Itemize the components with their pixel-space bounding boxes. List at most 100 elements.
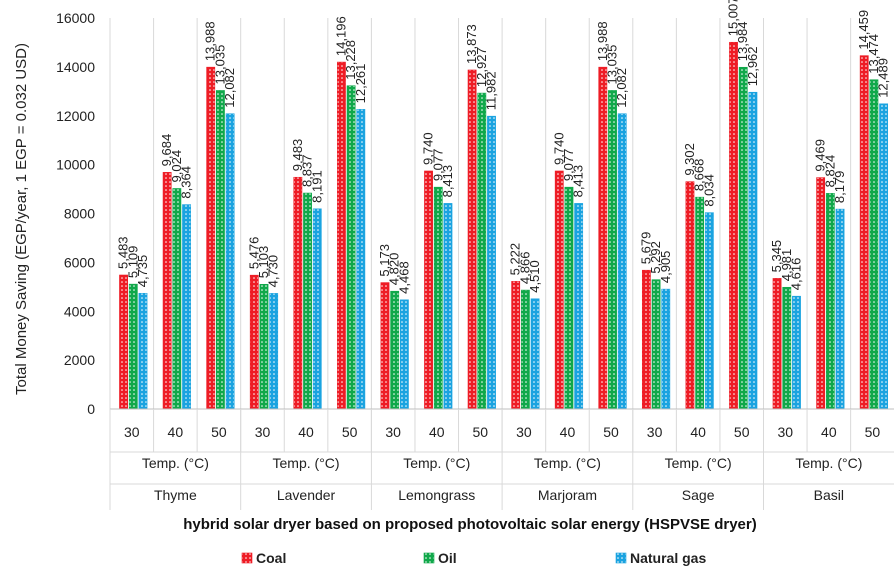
- data-label: 5,173: [377, 244, 392, 277]
- herb-label: Thyme: [154, 487, 197, 503]
- temp-tick-label: 30: [647, 424, 663, 440]
- data-label: 9,024: [169, 150, 184, 183]
- data-label: 8,364: [179, 166, 194, 199]
- data-label: 14,459: [856, 10, 871, 50]
- temp-tick-label: 40: [298, 424, 314, 440]
- bar-natural-gas: [530, 298, 540, 410]
- legend-swatch: [423, 552, 435, 564]
- y-tick-label: 14000: [56, 59, 95, 75]
- bar-coal: [380, 282, 390, 410]
- legend: Coal Oil Natural gas: [241, 550, 706, 566]
- temp-tick-label: 50: [865, 424, 881, 440]
- bar-oil: [128, 283, 138, 410]
- bar-natural-gas: [574, 203, 584, 410]
- bar-coal: [685, 181, 695, 410]
- herb-label: Lemongrass: [398, 487, 475, 503]
- temp-tick-label: 40: [821, 424, 837, 440]
- bar-oil: [172, 188, 182, 410]
- bar-natural-gas: [661, 288, 671, 410]
- legend-swatch: [241, 552, 253, 564]
- data-label: 13,474: [866, 34, 881, 74]
- bar-oil: [651, 279, 661, 410]
- data-label: 9,684: [159, 134, 174, 167]
- y-tick-label: 2000: [64, 352, 95, 368]
- data-label: 13,988: [595, 21, 610, 61]
- y-tick-label: 12000: [56, 108, 95, 124]
- temp-tick-label: 40: [429, 424, 445, 440]
- temp-tick-label: 50: [603, 424, 619, 440]
- bar-natural-gas: [269, 293, 279, 410]
- bar-natural-gas: [704, 212, 714, 410]
- bar-coal: [162, 172, 172, 410]
- data-label: 12,082: [222, 68, 237, 108]
- y-tick-label: 10000: [56, 157, 95, 173]
- bar-coal: [337, 61, 346, 410]
- legend-label: Coal: [256, 550, 286, 566]
- y-tick-label: 0: [87, 401, 95, 417]
- bar-natural-gas: [399, 299, 409, 410]
- bar-oil: [259, 283, 269, 410]
- data-label: 14,196: [333, 16, 348, 56]
- bar-natural-gas: [443, 203, 453, 410]
- y-tick-label: 16000: [56, 10, 95, 26]
- y-axis-label: Total Money Saving (EGP/year, 1 EGP = 0.…: [13, 43, 30, 395]
- data-label: 8,034: [701, 174, 716, 207]
- data-label: 9,483: [290, 139, 305, 172]
- bar-coal: [641, 269, 651, 410]
- bar-oil: [695, 196, 705, 410]
- bar-coal: [424, 170, 433, 410]
- y-tick-label: 8000: [64, 206, 95, 222]
- data-label: 4,866: [517, 252, 532, 285]
- bar-oil: [520, 289, 530, 410]
- bar-natural-gas: [225, 113, 235, 410]
- data-label: 8,413: [440, 165, 455, 198]
- temp-tick-label: 30: [777, 424, 793, 440]
- temp-tick-label: 30: [385, 424, 401, 440]
- bar-coal: [511, 281, 521, 410]
- bar-natural-gas: [138, 292, 148, 410]
- data-label: 8,837: [300, 154, 315, 187]
- x-axis-label: hybrid solar dryer based on proposed pho…: [183, 516, 756, 533]
- data-label: 9,302: [682, 143, 697, 176]
- data-label: 15,007: [726, 0, 741, 36]
- bar-oil: [869, 79, 879, 410]
- bar-oil: [477, 92, 487, 410]
- data-label: 4,735: [135, 255, 150, 288]
- legend-label: Natural gas: [630, 550, 706, 566]
- data-label: 5,345: [769, 240, 784, 273]
- bar-oil: [390, 290, 400, 410]
- grid: [109, 18, 852, 409]
- data-label: 4,905: [658, 251, 673, 284]
- data-label: 8,824: [822, 155, 837, 188]
- bar-oil: [608, 90, 617, 410]
- herb-label: Lavender: [277, 487, 336, 503]
- temp-group-label: Temp. (°C): [534, 455, 601, 471]
- data-label: 12,489: [876, 58, 891, 98]
- temp-tick-label: 50: [342, 424, 358, 440]
- bar-oil: [825, 193, 835, 410]
- data-label: 5,679: [638, 232, 653, 265]
- bar-natural-gas: [748, 91, 758, 410]
- temp-group-label: Temp. (°C): [142, 455, 209, 471]
- temp-tick-label: 50: [211, 424, 227, 440]
- data-label: 4,510: [527, 260, 542, 293]
- temp-tick-label: 30: [516, 424, 532, 440]
- bar-oil: [433, 186, 443, 410]
- temp-tick-label: 40: [168, 424, 184, 440]
- bar-coal: [467, 69, 477, 410]
- bar-coal: [206, 66, 216, 410]
- herb-label: Sage: [682, 487, 715, 503]
- temp-tick-label: 40: [690, 424, 706, 440]
- bar-natural-gas: [487, 115, 496, 410]
- axes: 0 2000 4000 6000 8000 10000 12000 14000 16000 Thy…: [56, 10, 894, 510]
- data-label: 9,740: [421, 132, 436, 165]
- temp-tick-label: 30: [124, 424, 140, 440]
- data-label: 5,109: [125, 246, 140, 279]
- data-label: 12,927: [474, 47, 489, 87]
- data-label: 9,077: [561, 149, 576, 182]
- y-tick-label: 4000: [64, 303, 95, 319]
- bar-coal: [598, 66, 608, 410]
- y-tick-label: 6000: [64, 254, 95, 270]
- bar-oil: [303, 192, 312, 410]
